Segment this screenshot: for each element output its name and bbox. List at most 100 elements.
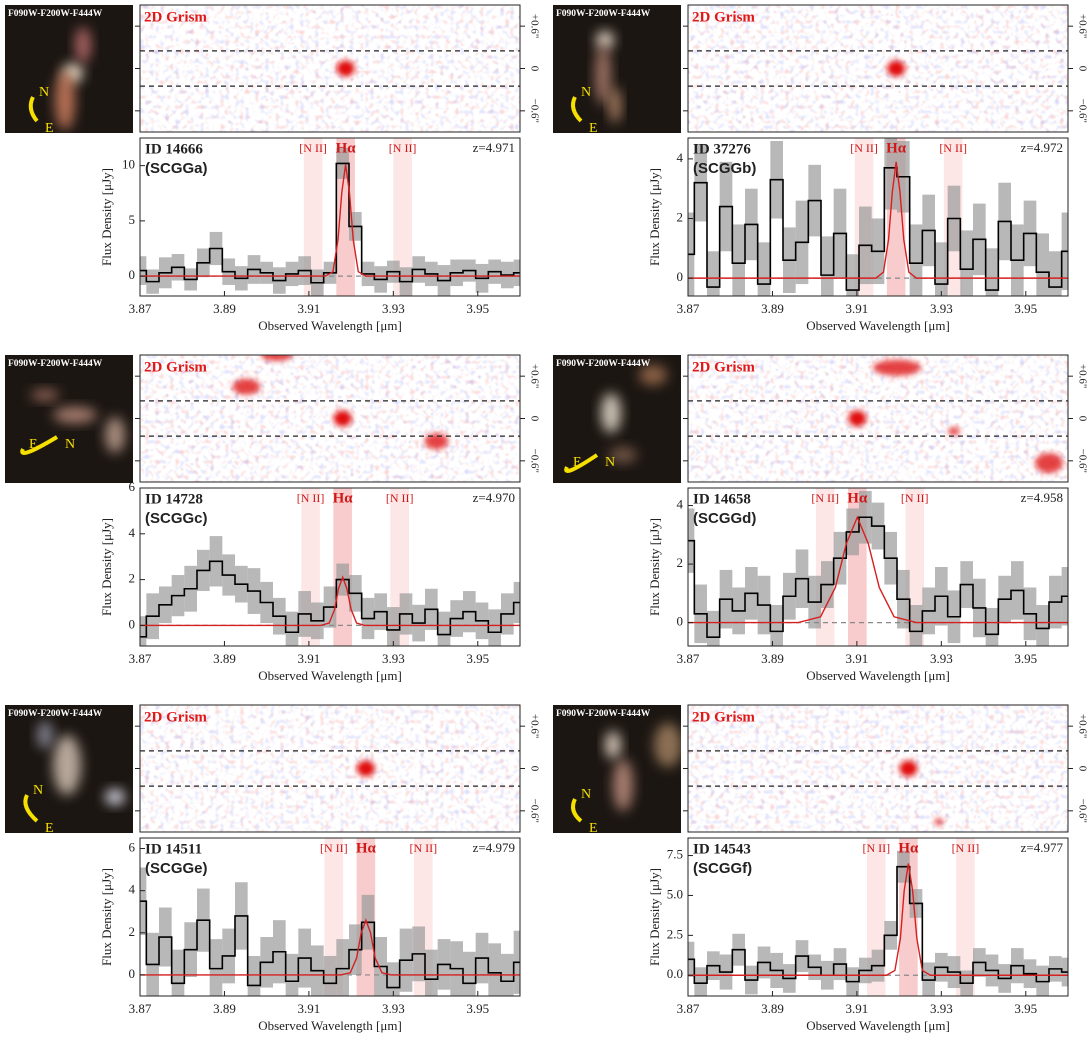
grism-tick-label: +0.6" <box>528 14 540 38</box>
emission-blob <box>260 355 293 361</box>
emission-blob <box>848 410 867 427</box>
x-tick-label: 3.87 <box>129 1001 152 1016</box>
compass-arrow <box>28 96 39 123</box>
y-tick-label: 0 <box>129 267 136 282</box>
galaxy-glow <box>595 45 611 105</box>
galaxy-glow <box>605 731 621 759</box>
panel: F090W-F200W-F444W N E 2D Grism +0.6" 0 −0.6" [N… <box>553 704 1088 1033</box>
line-label: Hα <box>886 140 907 156</box>
grism-image <box>140 5 520 132</box>
spectrum-line <box>688 516 1068 639</box>
y-tick-label: 0 <box>677 614 684 629</box>
grism-tick-label: −0.6" <box>1076 799 1088 823</box>
grism-label: 2D Grism <box>144 709 207 725</box>
x-tick-label: 3.95 <box>1014 651 1037 666</box>
emission-blob <box>934 817 943 826</box>
error-bar <box>1049 251 1062 296</box>
grism-tick-label: −0.6" <box>528 99 540 123</box>
grism-tick-label: +0.6" <box>528 364 540 388</box>
grism-image <box>140 355 520 482</box>
compass-label: N <box>581 787 591 802</box>
emission-blob <box>424 433 449 450</box>
y-axis-title: Flux Density [μJy] <box>99 168 114 266</box>
line-label: [N II] <box>939 141 967 155</box>
model-line <box>140 575 520 627</box>
galaxy-glow <box>105 789 125 805</box>
error-bar <box>935 242 948 296</box>
emission-blob <box>1035 452 1063 473</box>
galaxy-glow <box>53 735 81 795</box>
y-tick-label: 2 <box>129 924 136 939</box>
plot-frame <box>139 487 521 647</box>
y-tick-label: 5 <box>129 212 136 227</box>
spectrum-plot <box>140 488 520 646</box>
compass-label: N <box>33 783 43 798</box>
object-name: (SCGGe) <box>145 860 208 877</box>
galaxy-glow <box>613 759 633 811</box>
error-bar <box>909 605 923 646</box>
x-tick-label: 3.91 <box>846 1001 869 1016</box>
x-tick-label: 3.89 <box>761 301 784 316</box>
y-axis-title: Flux Density [μJy] <box>647 868 662 966</box>
y-tick-label: 2.5 <box>667 926 683 941</box>
grism-image <box>688 5 1068 132</box>
line-label: Hα <box>333 490 354 506</box>
object-id: ID 14511 <box>145 841 202 857</box>
compass-label: N <box>605 455 615 470</box>
x-tick-label: 3.89 <box>213 1001 236 1016</box>
grism-tick-label: 0 <box>1076 766 1088 772</box>
x-tick-label: 3.95 <box>1014 1001 1037 1016</box>
x-tick-label: 3.95 <box>1014 301 1037 316</box>
plot-frame <box>139 837 521 997</box>
error-bar <box>336 939 349 996</box>
grism-label: 2D Grism <box>692 709 755 725</box>
error-bar <box>821 236 834 296</box>
y-tick-label: 4 <box>129 882 136 897</box>
grism-tick-label: −0.6" <box>1076 449 1088 473</box>
compass-arrow <box>20 435 59 455</box>
panel: F090W-F200W-F444W N E 2D Grism +0.6" 0 −0.6" [N… <box>5 4 540 333</box>
model-line <box>688 863 1068 976</box>
spectrum-plot <box>688 838 1068 996</box>
y-tick-label: 0 <box>129 966 136 981</box>
x-axis-title: Observed Wavelength [μm] <box>258 318 402 333</box>
y-tick-label: 4 <box>677 150 684 165</box>
x-axis-title: Observed Wavelength [μm] <box>806 1018 950 1033</box>
x-tick-label: 3.93 <box>382 301 405 316</box>
line-band <box>956 838 975 996</box>
galaxy-glow <box>37 721 53 749</box>
thumbnail <box>5 705 133 833</box>
x-tick-label: 3.91 <box>298 301 321 316</box>
grism-label: 2D Grism <box>692 9 755 25</box>
grism-tick-label: 0 <box>1076 416 1088 422</box>
x-tick-label: 3.89 <box>213 651 236 666</box>
x-tick-label: 3.91 <box>846 301 869 316</box>
y-tick-label: 6 <box>129 840 136 855</box>
compass-arrow <box>23 794 39 823</box>
thumbnail <box>553 5 681 133</box>
error-bar <box>694 967 707 996</box>
line-label: [N II] <box>850 141 878 155</box>
x-tick-label: 3.93 <box>930 301 953 316</box>
x-tick-label: 3.91 <box>298 651 321 666</box>
compass-label: E <box>589 821 598 836</box>
error-bar <box>846 254 859 296</box>
galaxy-glow <box>75 27 91 63</box>
y-tick-label: 5.0 <box>667 886 683 901</box>
x-tick-label: 3.93 <box>930 651 953 666</box>
compass-arrow <box>571 798 583 823</box>
spectrum-line <box>688 865 1068 985</box>
x-axis-title: Observed Wavelength [μm] <box>806 318 950 333</box>
galaxy-glow <box>654 723 681 767</box>
object-name: (SCGGb) <box>693 160 756 177</box>
thumbnail-label: F090W-F200W-F444W <box>556 359 651 369</box>
line-label: [N II] <box>299 141 327 155</box>
compass-arrow <box>571 96 583 123</box>
panel: F090W-F200W-F444W N E 2D Grism +0.6" 0 −0.6" [N… <box>553 4 1088 333</box>
y-tick-label: 0.0 <box>667 966 683 981</box>
grism-noise <box>688 5 1068 132</box>
y-tick-label: 4 <box>129 525 136 540</box>
spectrum-line <box>140 560 520 638</box>
grism-noise <box>140 355 520 482</box>
